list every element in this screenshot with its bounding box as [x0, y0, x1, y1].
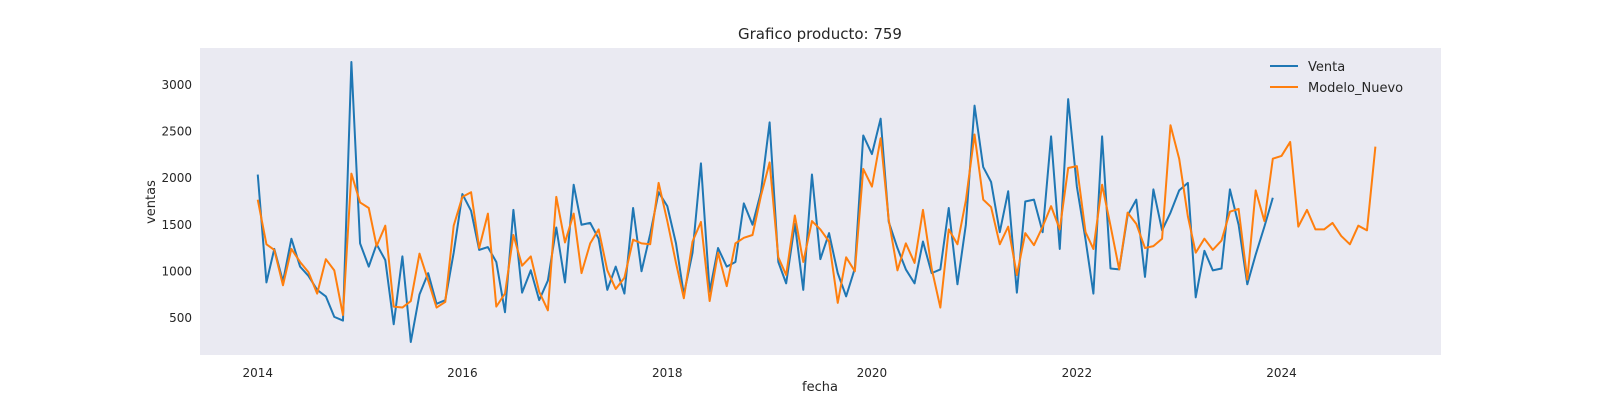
x-tick-label: 2020: [857, 366, 888, 380]
legend-label: Venta: [1308, 60, 1345, 75]
y-tick-label: 3000: [161, 78, 192, 92]
x-axis-label: fecha: [802, 380, 838, 395]
series-layer: [256, 60, 1377, 343]
x-tick-label: 2014: [242, 366, 273, 380]
y-tick-label: 1000: [161, 264, 192, 278]
chart-title: Grafico producto: 759: [738, 25, 902, 43]
y-tick-labels: 500 1000 1500 2000 2500 3000: [161, 78, 192, 325]
x-tick-labels: 2014 2016 2018 2020 2022 2024: [242, 366, 1296, 380]
y-tick-label: 500: [169, 311, 192, 325]
series-line-modelo-nuevo: [256, 124, 1377, 316]
x-tick-label: 2018: [652, 366, 683, 380]
y-tick-label: 2500: [161, 125, 192, 139]
y-tick-label: 1500: [161, 218, 192, 232]
x-tick-label: 2016: [447, 366, 478, 380]
y-axis-label: ventas: [144, 180, 159, 224]
x-tick-label: 2024: [1266, 366, 1297, 380]
legend-label: Modelo_Nuevo: [1308, 81, 1403, 96]
legend: Venta Modelo_Nuevo: [1270, 60, 1403, 96]
x-tick-label: 2022: [1062, 366, 1093, 380]
y-tick-label: 2000: [161, 171, 192, 185]
